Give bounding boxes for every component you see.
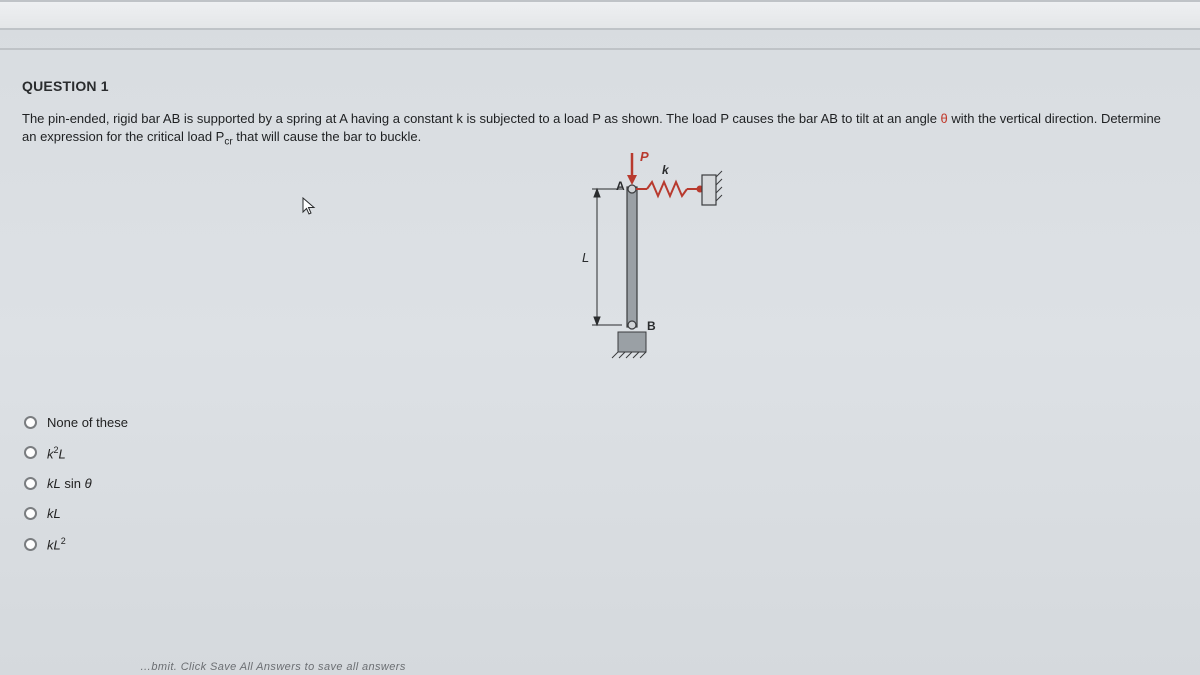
- radio-icon[interactable]: [24, 416, 37, 429]
- bar-ab: [627, 187, 637, 327]
- theta-symbol: θ: [941, 111, 948, 126]
- pcr-subscript: cr: [224, 136, 232, 147]
- radio-icon[interactable]: [24, 507, 37, 520]
- question-text: The pin-ended, rigid bar AB is supported…: [22, 110, 1178, 149]
- option-3[interactable]: kL sin θ: [24, 476, 1178, 491]
- pin-b: [628, 321, 636, 329]
- option-3-label: kL sin θ: [47, 476, 92, 491]
- option-1-label: None of these: [47, 415, 128, 430]
- option-4-label: kL: [47, 506, 61, 521]
- top-toolbar-area: [0, 0, 1200, 30]
- option-5[interactable]: kL2: [24, 536, 1178, 552]
- question-text-part1: The pin-ended, rigid bar AB is supported…: [22, 111, 941, 126]
- cursor-icon: [302, 197, 316, 215]
- answer-options: None of these k2L kL sin θ kL kL2: [22, 415, 1178, 553]
- option-1[interactable]: None of these: [24, 415, 1178, 430]
- option-4[interactable]: kL: [24, 506, 1178, 521]
- question-title: QUESTION 1: [22, 78, 1178, 94]
- label-L: L: [582, 250, 589, 265]
- spring: [636, 182, 703, 196]
- base-support: [618, 332, 646, 352]
- wall-support: [702, 175, 716, 205]
- option-2-label: k2L: [47, 445, 66, 461]
- label-k: k: [662, 163, 670, 177]
- diagram-area: L A B: [22, 157, 1178, 387]
- option-5-label: kL2: [47, 536, 66, 552]
- radio-icon[interactable]: [24, 477, 37, 490]
- buckling-diagram: L A B: [562, 147, 762, 377]
- footer-hint: …bmit. Click Save All Answers to save al…: [140, 661, 406, 673]
- radio-icon[interactable]: [24, 446, 37, 459]
- label-A: A: [616, 179, 625, 193]
- label-B: B: [647, 319, 656, 333]
- label-P: P: [640, 149, 649, 164]
- pin-a: [628, 185, 636, 193]
- load-p-arrow: [627, 153, 637, 185]
- option-2[interactable]: k2L: [24, 445, 1178, 461]
- question-text-part3: that will cause the bar to buckle.: [233, 129, 422, 144]
- question-panel: QUESTION 1 The pin-ended, rigid bar AB i…: [0, 48, 1200, 577]
- radio-icon[interactable]: [24, 538, 37, 551]
